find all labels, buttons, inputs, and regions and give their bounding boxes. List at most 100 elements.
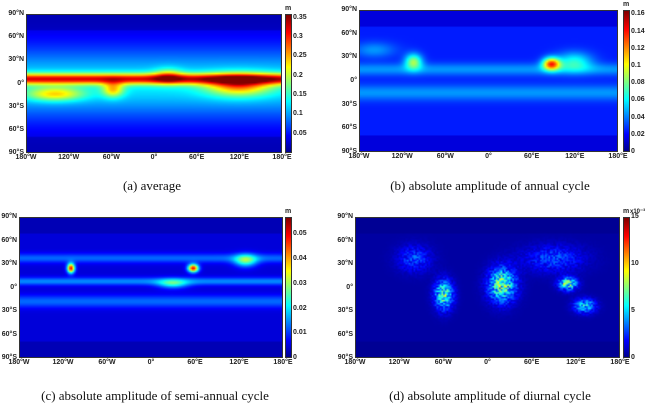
lon-tick-label: 180°W <box>15 154 37 161</box>
map-c <box>19 217 283 358</box>
lon-tick-label: 120°W <box>388 359 410 366</box>
colorbar-unit: m <box>623 208 630 215</box>
lon-tick-label: 120°W <box>58 154 80 161</box>
colorbar-d <box>623 217 630 358</box>
colorbar-tick-label: 0.02 <box>631 130 645 138</box>
lon-tick-label: 60°W <box>436 153 454 160</box>
lat-tick-label: 90°N <box>1 213 17 220</box>
lon-tick-label: 180°E <box>610 359 630 366</box>
colorbar-tick-label: 0.35 <box>293 13 307 21</box>
heatmap-d <box>356 218 619 357</box>
lon-tick-label: 120°W <box>52 359 74 366</box>
lon-tick-label: 180°E <box>273 359 293 366</box>
colorbar-tick-label: 0.2 <box>293 71 303 79</box>
colorbar-tick-label: 0.08 <box>631 79 645 87</box>
colorbar-b <box>623 10 630 152</box>
colorbar-tick-label: 0.06 <box>631 96 645 104</box>
colorbar-c <box>285 217 292 358</box>
lat-tick-label: 60°N <box>1 236 17 244</box>
colorbar-tick-label: 0.1 <box>631 61 641 69</box>
heatmap-a <box>27 15 281 152</box>
colorbar-tick-label: 0.12 <box>631 44 645 52</box>
lon-tick-label: 60°E <box>189 154 205 161</box>
lat-tick-label: 30°N <box>8 56 24 64</box>
caption-b: (b) absolute amplitude of annual cycle <box>390 178 590 193</box>
lat-tick-label: 60°N <box>341 29 357 37</box>
lat-tick-label: 60°S <box>1 330 17 338</box>
caption-d: (d) absolute amplitude of diurnal cycle <box>389 388 591 403</box>
lon-tick-label: 0° <box>150 154 158 161</box>
colorbar-tick-label: 0.05 <box>293 230 307 238</box>
lat-tick-label: 0° <box>17 79 24 87</box>
lon-tick-label: 180°W <box>348 153 370 160</box>
lat-tick-label: 60°S <box>337 330 353 338</box>
lon-tick-label: 120°E <box>229 359 249 366</box>
lon-tick-label: 60°E <box>524 153 540 160</box>
lat-tick-label: 30°S <box>8 102 24 110</box>
colorbar-tick-label: 0.16 <box>631 10 645 18</box>
lon-tick-label: 60°E <box>187 359 203 366</box>
lat-tick-label: 90°N <box>8 10 24 17</box>
colorbar-tick-label: 15 <box>631 213 639 220</box>
caption-a: (a) average <box>122 178 182 193</box>
lon-tick-label: 180°W <box>8 359 30 366</box>
lat-tick-label: 30°S <box>337 307 353 314</box>
colorbar-tick-label: 0 <box>293 354 297 361</box>
colorbar-tick-label: 0.04 <box>631 113 645 121</box>
lat-tick-label: 60°S <box>8 125 24 133</box>
lon-tick-label: 180°W <box>344 359 366 366</box>
colorbar-tick-label: 0 <box>631 148 635 155</box>
lon-tick-label: 120°E <box>229 154 249 161</box>
lon-tick-label: 60°W <box>102 154 120 161</box>
lat-tick-label: 60°N <box>8 33 24 41</box>
lon-tick-label: 60°E <box>524 359 540 366</box>
colorbar-tick-label: 0.3 <box>293 33 303 41</box>
map-a <box>26 14 282 153</box>
colorbar-tick-label: 0 <box>631 354 635 361</box>
lon-tick-label: 120°E <box>565 153 585 160</box>
colorbar-unit: m <box>285 208 292 215</box>
colorbar-tick-label: 0.01 <box>293 329 307 337</box>
caption-c: (c) absolute amplitude of semi-annual cy… <box>41 388 269 403</box>
heatmap-c <box>20 218 282 357</box>
lat-tick-label: 30°N <box>1 260 17 267</box>
lon-tick-label: 180°E <box>608 153 628 160</box>
lat-tick-label: 0° <box>346 283 353 291</box>
lon-tick-label: 120°W <box>391 153 413 160</box>
colorbar-tick-label: 0.25 <box>293 52 307 60</box>
lat-tick-label: 90°S <box>8 149 24 156</box>
lat-tick-label: 90°S <box>1 354 17 361</box>
lat-tick-label: 30°S <box>1 307 17 314</box>
lat-tick-label: 90°N <box>337 213 353 220</box>
colorbar-tick-label: 0.14 <box>631 27 645 35</box>
colorbar-tick-label: 0.04 <box>293 255 307 263</box>
lat-tick-label: 90°N <box>341 6 357 13</box>
map-d <box>355 217 620 358</box>
lat-tick-label: 60°S <box>341 124 357 132</box>
lat-tick-label: 30°N <box>341 53 357 61</box>
heatmap-b <box>360 11 617 151</box>
lon-tick-label: 0° <box>485 153 492 160</box>
map-b <box>359 10 618 152</box>
colorbar-a <box>285 14 292 153</box>
lon-tick-label: 180°E <box>272 154 292 161</box>
lat-tick-label: 90°S <box>337 354 353 361</box>
lon-tick-label: 120°E <box>566 359 586 366</box>
lon-tick-label: 60°W <box>434 359 452 366</box>
colorbar-tick-label: 0.05 <box>293 129 307 137</box>
lat-tick-label: 90°S <box>341 148 357 155</box>
lat-tick-label: 30°N <box>337 260 353 267</box>
lat-tick-label: 30°S <box>341 100 357 108</box>
colorbar-tick-label: 0.03 <box>293 279 307 287</box>
lon-tick-label: 60°W <box>98 359 116 366</box>
colorbar-tick-label: 5 <box>631 307 635 314</box>
lat-tick-label: 0° <box>350 77 357 84</box>
colorbar-unit: m <box>623 1 630 8</box>
colorbar-tick-label: 0.1 <box>293 110 303 118</box>
colorbar-tick-label: 10 <box>631 260 639 267</box>
lon-tick-label: 0° <box>484 359 491 366</box>
colorbar-exponent: x10⁻³ <box>630 209 646 215</box>
lat-tick-label: 0° <box>10 283 17 291</box>
colorbar-tick-label: 0.15 <box>293 91 307 99</box>
